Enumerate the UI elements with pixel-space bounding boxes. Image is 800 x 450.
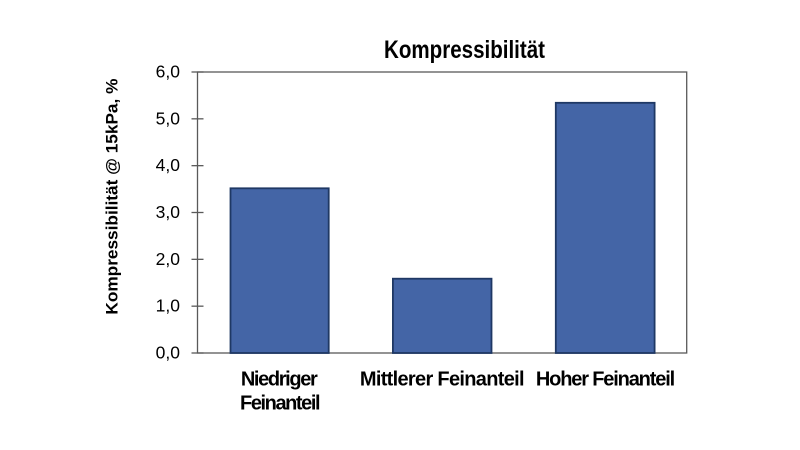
svg-text:Feinanteil: Feinanteil xyxy=(240,392,321,414)
svg-text:Mittlerer Feinanteil: Mittlerer Feinanteil xyxy=(360,369,525,391)
svg-text:5,0: 5,0 xyxy=(156,108,181,128)
svg-text:2,0: 2,0 xyxy=(156,249,181,269)
svg-text:0,0: 0,0 xyxy=(156,343,181,363)
svg-text:Hoher Feinanteil: Hoher Feinanteil xyxy=(536,369,675,391)
svg-text:6,0: 6,0 xyxy=(156,62,181,82)
svg-text:3,0: 3,0 xyxy=(156,202,181,222)
svg-text:Kompressibilität @ 15kPa, %: Kompressibilität @ 15kPa, % xyxy=(103,79,122,315)
svg-text:4,0: 4,0 xyxy=(156,155,181,175)
svg-text:Niedriger: Niedriger xyxy=(241,369,318,391)
svg-text:1,0: 1,0 xyxy=(156,296,181,316)
svg-text:Kompressibilität: Kompressibilität xyxy=(384,36,546,64)
